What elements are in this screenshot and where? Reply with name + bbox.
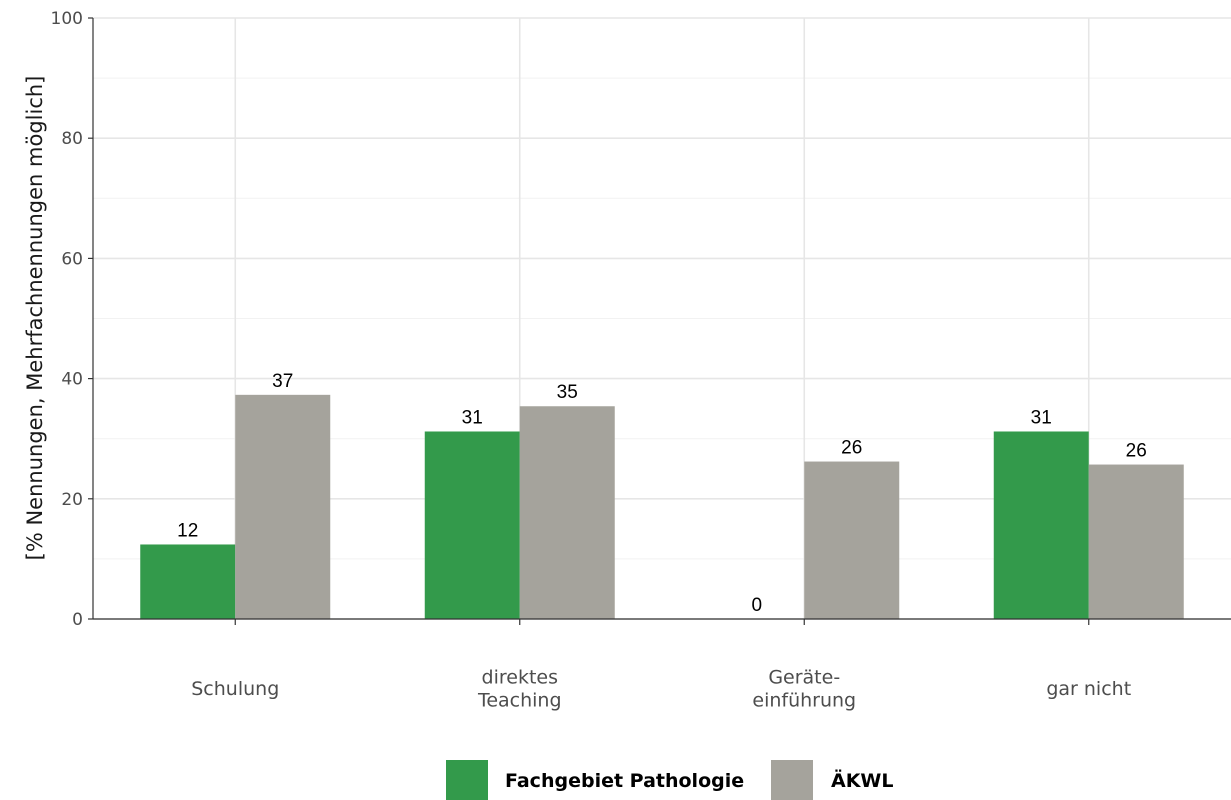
data-label: 37 — [272, 371, 293, 392]
y-tick-label: 40 — [61, 370, 83, 390]
y-tick-label: 0 — [72, 610, 83, 630]
y-tick-label: 20 — [61, 490, 83, 510]
y-tick-label: 80 — [61, 129, 83, 149]
x-tick-label: Schulung — [191, 678, 279, 700]
bar-aekwl — [519, 406, 615, 619]
y-axis-label: [% Nennungen, Mehrfachnennungen möglich] — [23, 76, 47, 561]
bars — [140, 394, 1184, 619]
legend: Fachgebiet Pathologie ÄKWL — [446, 760, 894, 800]
x-tick-label: direktes Teaching — [477, 667, 562, 712]
data-labels: 12 31 0 31 37 35 26 26 — [177, 371, 1147, 616]
data-label: 35 — [557, 382, 578, 403]
bar-aekwl — [804, 461, 900, 619]
bar-aekwl — [235, 394, 331, 619]
data-label: 0 — [751, 595, 762, 616]
bar-fachgebiet-pathologie — [424, 431, 520, 619]
x-tick-label: Geräte-einführung — [752, 667, 856, 712]
legend-label: Fachgebiet Pathologie — [505, 770, 744, 792]
legend-label: ÄKWL — [831, 768, 894, 792]
x-tick-labels: Schulung direktes Teaching Geräte-einführun… — [191, 619, 1131, 712]
bar-fachgebiet-pathologie — [993, 431, 1089, 619]
data-label: 31 — [462, 407, 483, 428]
axes — [92, 18, 1231, 620]
data-label: 26 — [1126, 441, 1147, 462]
y-tick-labels: 0 20 40 60 80 100 — [51, 9, 93, 630]
y-tick-label: 60 — [61, 249, 83, 269]
legend-swatch-fachgebiet-pathologie — [446, 760, 488, 800]
legend-swatch-aekwl — [771, 760, 813, 800]
y-tick-label: 100 — [51, 9, 83, 29]
bar-fachgebiet-pathologie — [140, 544, 236, 619]
data-label: 12 — [177, 520, 198, 541]
data-label: 31 — [1031, 407, 1052, 428]
bar-aekwl — [1088, 464, 1184, 619]
data-label: 26 — [841, 438, 862, 459]
x-tick-label: gar nicht — [1046, 678, 1131, 700]
